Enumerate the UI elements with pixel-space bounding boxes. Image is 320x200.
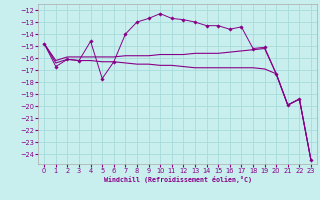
X-axis label: Windchill (Refroidissement éolien,°C): Windchill (Refroidissement éolien,°C) (104, 176, 252, 183)
